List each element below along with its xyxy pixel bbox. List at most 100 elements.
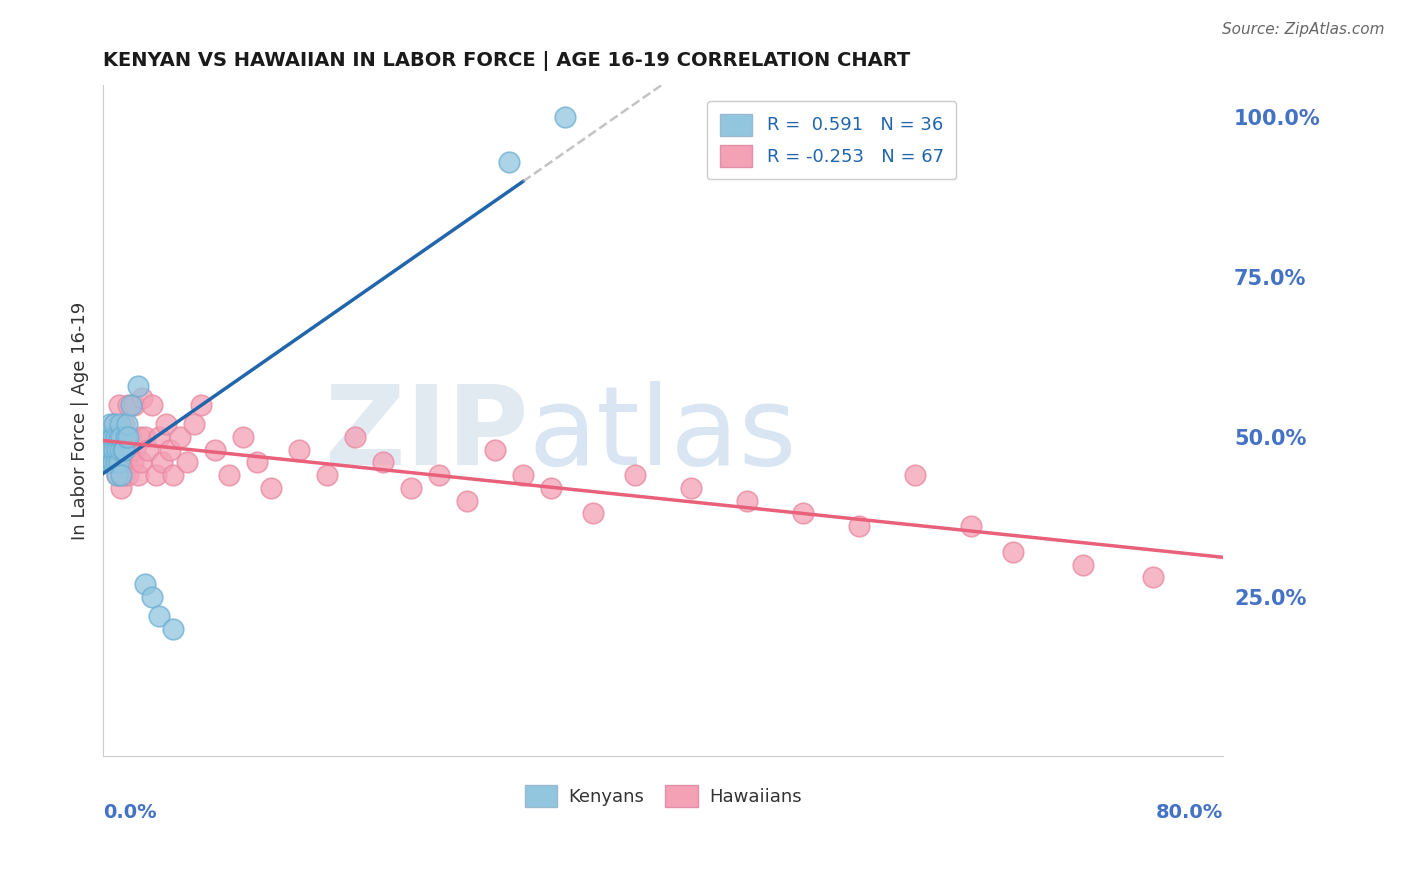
Point — [735, 493, 758, 508]
Point — [498, 154, 520, 169]
Point — [232, 430, 254, 444]
Point — [110, 430, 132, 444]
Point — [1001, 545, 1024, 559]
Point — [97, 430, 120, 444]
Point — [103, 417, 125, 431]
Point — [105, 442, 128, 457]
Point — [103, 417, 125, 431]
Point — [176, 455, 198, 469]
Point — [145, 468, 167, 483]
Point — [122, 398, 145, 412]
Text: KENYAN VS HAWAIIAN IN LABOR FORCE | AGE 16-19 CORRELATION CHART: KENYAN VS HAWAIIAN IN LABOR FORCE | AGE … — [103, 51, 910, 70]
Point — [114, 455, 136, 469]
Point — [148, 608, 170, 623]
Point — [792, 507, 814, 521]
Point — [110, 481, 132, 495]
Point — [136, 442, 159, 457]
Point — [456, 493, 478, 508]
Point — [246, 455, 269, 469]
Point — [141, 398, 163, 412]
Point — [904, 468, 927, 483]
Point — [96, 442, 118, 457]
Point — [105, 468, 128, 483]
Point — [100, 430, 122, 444]
Point — [118, 442, 141, 457]
Point — [1142, 570, 1164, 584]
Point — [679, 481, 702, 495]
Point — [96, 430, 118, 444]
Y-axis label: In Labor Force | Age 16-19: In Labor Force | Age 16-19 — [72, 301, 89, 540]
Point — [107, 455, 129, 469]
Point — [97, 455, 120, 469]
Point — [960, 519, 983, 533]
Point — [288, 442, 311, 457]
Point — [117, 398, 139, 412]
Point — [115, 430, 138, 444]
Point — [120, 398, 142, 412]
Point — [148, 430, 170, 444]
Point — [110, 430, 132, 444]
Legend: Kenyans, Hawaiians: Kenyans, Hawaiians — [517, 778, 808, 814]
Point — [371, 455, 394, 469]
Point — [128, 430, 150, 444]
Point — [121, 455, 143, 469]
Point — [848, 519, 870, 533]
Text: atlas: atlas — [529, 381, 797, 488]
Point — [1071, 558, 1094, 572]
Point — [104, 430, 127, 444]
Point — [96, 449, 118, 463]
Text: ZIP: ZIP — [325, 381, 529, 488]
Text: Source: ZipAtlas.com: Source: ZipAtlas.com — [1222, 22, 1385, 37]
Point — [105, 468, 128, 483]
Point — [204, 442, 226, 457]
Point — [399, 481, 422, 495]
Point — [129, 455, 152, 469]
Point — [159, 442, 181, 457]
Point — [108, 449, 131, 463]
Point — [104, 455, 127, 469]
Point — [131, 392, 153, 406]
Text: 0.0%: 0.0% — [103, 804, 156, 822]
Point — [114, 430, 136, 444]
Point — [100, 455, 122, 469]
Point — [624, 468, 647, 483]
Point — [427, 468, 450, 483]
Point — [107, 398, 129, 412]
Point — [108, 417, 131, 431]
Point — [150, 455, 173, 469]
Point — [103, 442, 125, 457]
Point — [107, 430, 129, 444]
Point — [104, 442, 127, 457]
Point — [101, 430, 124, 444]
Point — [117, 430, 139, 444]
Point — [190, 398, 212, 412]
Point — [344, 430, 367, 444]
Point — [540, 481, 562, 495]
Point — [141, 590, 163, 604]
Point — [484, 442, 506, 457]
Point — [155, 417, 177, 431]
Point — [134, 576, 156, 591]
Point — [260, 481, 283, 495]
Point — [98, 417, 121, 431]
Point — [169, 430, 191, 444]
Point — [94, 455, 117, 469]
Point — [111, 442, 134, 457]
Point — [111, 442, 134, 457]
Point — [112, 417, 135, 431]
Point — [162, 622, 184, 636]
Point — [101, 449, 124, 463]
Point — [98, 455, 121, 469]
Point — [98, 442, 121, 457]
Point — [582, 507, 605, 521]
Point — [127, 378, 149, 392]
Point — [183, 417, 205, 431]
Point — [110, 468, 132, 483]
Point — [134, 430, 156, 444]
Point — [112, 442, 135, 457]
Point — [117, 468, 139, 483]
Point — [124, 442, 146, 457]
Point — [162, 468, 184, 483]
Point — [100, 430, 122, 444]
Point — [218, 468, 240, 483]
